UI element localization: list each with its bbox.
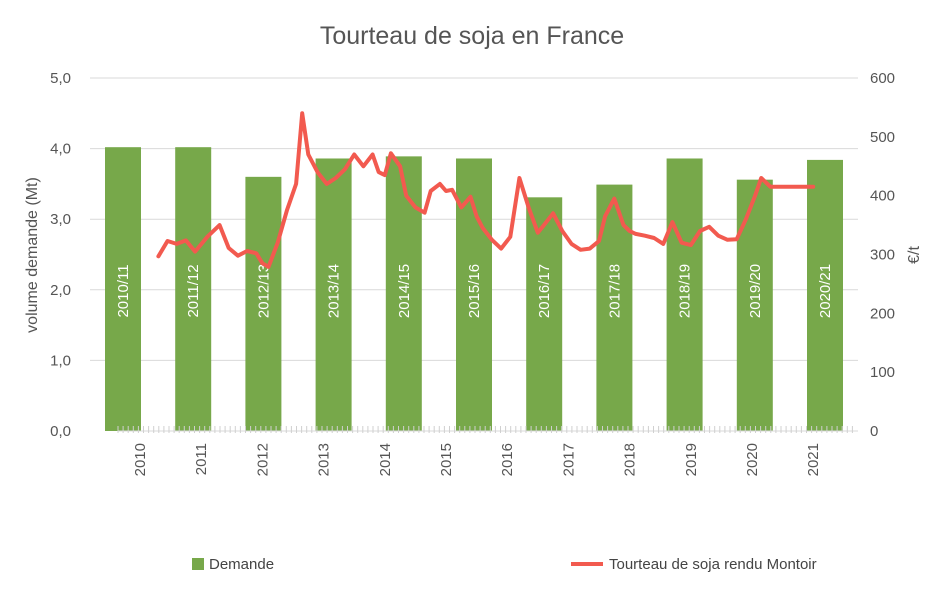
x-year-label: 2010: [132, 443, 149, 476]
bar: [666, 158, 703, 431]
x-year-label: 2017: [560, 443, 577, 476]
right-tick-label: 500: [870, 129, 895, 146]
right-tick-label: 300: [870, 247, 895, 264]
bar-category-label: 2018/19: [677, 264, 694, 318]
x-year-label: 2020: [744, 443, 761, 476]
left-tick-label: 1,0: [50, 352, 71, 369]
bar: [175, 147, 212, 432]
bar-category-label: 2020/21: [817, 264, 834, 318]
right-tick-label: 400: [870, 188, 895, 205]
x-year-label: 2012: [254, 443, 271, 476]
x-year-label: 2016: [499, 443, 516, 476]
bar: [807, 159, 843, 431]
bar-category-label: 2011/12: [185, 264, 202, 317]
bar-category-label: 2016/17: [536, 264, 553, 318]
x-year-label: 2018: [622, 443, 639, 476]
x-year-label: 2011: [193, 443, 210, 475]
bar: [526, 197, 563, 431]
left-tick-label: 5,0: [50, 70, 71, 87]
price-line: [156, 111, 816, 269]
line-series-montoir: [156, 111, 816, 269]
legend-label-demande: Demande: [209, 556, 274, 573]
x-year-label: 2014: [377, 443, 394, 476]
right-axis-label: €/t: [906, 246, 923, 264]
x-axis-year-labels: 2010 2011 2012 2013 2014 2015 2016 2017 2018 2019…: [132, 443, 822, 476]
chart-title: Tourteau de soja en France: [320, 22, 624, 50]
bar-series-demande: 2010/11 2011/12 2012/13 2013/14 2014/15 2015/…: [105, 147, 843, 432]
bar-category-label: 2013/14: [326, 264, 343, 318]
legend: Demande Tourteau de soja rendu Montoir: [192, 556, 817, 573]
legend-label-montoir: Tourteau de soja rendu Montoir: [609, 556, 817, 573]
left-axis-label: volume demande (Mt): [24, 177, 41, 333]
bar-category-label: 2012/13: [255, 264, 272, 318]
right-tick-label: 200: [870, 305, 895, 322]
bar: [385, 156, 422, 431]
x-axis-minor-ticks: [117, 426, 853, 433]
right-tick-label: 600: [870, 70, 895, 87]
bar-category-label: 2014/15: [396, 264, 413, 318]
bar: [315, 158, 352, 431]
right-axis-ticks: 0 100 200 300 400 500 600: [870, 70, 895, 440]
left-tick-label: 3,0: [50, 211, 71, 228]
right-tick-label: 0: [870, 423, 878, 440]
bar-category-label: 2019/20: [747, 264, 764, 318]
bar-category-label: 2015/16: [466, 264, 483, 318]
x-year-label: 2019: [683, 443, 700, 476]
bar-category-label: 2010/11: [115, 264, 132, 317]
x-year-label: 2021: [805, 443, 822, 476]
x-axis-baseline: [117, 426, 858, 433]
left-tick-label: 4,0: [50, 141, 71, 158]
left-tick-label: 2,0: [50, 282, 71, 299]
left-tick-label: 0,0: [50, 423, 71, 440]
bar: [105, 147, 141, 432]
bar: [245, 176, 282, 431]
x-year-label: 2015: [438, 443, 455, 476]
legend-swatch-demande: [192, 558, 204, 570]
left-axis-ticks: 0,0 1,0 2,0 3,0 4,0 5,0: [50, 70, 71, 440]
bar-category-label: 2017/18: [606, 264, 623, 318]
x-year-label: 2013: [316, 443, 333, 476]
right-tick-label: 100: [870, 364, 895, 381]
